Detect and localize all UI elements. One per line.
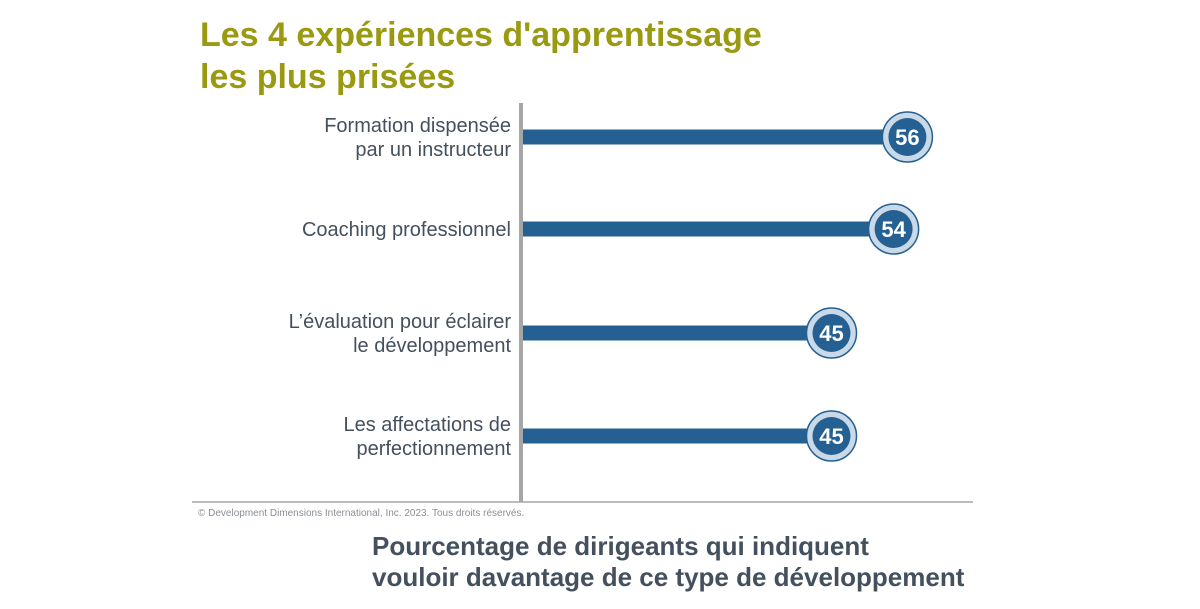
category-label-1-line-1: Formation dispensée — [324, 115, 511, 137]
copyright-notice: © Development Dimensions International, … — [198, 508, 525, 519]
category-label-1-line-2: par un instructeur — [355, 139, 511, 161]
category-label-3-line-2: le développement — [353, 335, 511, 357]
chart-title-line-2: les plus prisées — [200, 58, 456, 96]
value-label-3: 45 — [819, 321, 843, 346]
category-label-4-line-2: perfectionnement — [356, 438, 511, 460]
value-bubble-inner-4 — [812, 417, 851, 455]
value-label-4: 45 — [819, 424, 843, 449]
category-label-3-line-1: L’évaluation pour éclairer — [289, 311, 512, 333]
bar-2 — [521, 221, 894, 237]
category-label-2-line-1: Coaching professionnel — [302, 219, 511, 241]
value-label-1: 56 — [895, 125, 919, 150]
value-bubble-inner-3 — [812, 314, 851, 352]
value-bubble-inner-1 — [888, 118, 927, 156]
x-axis-caption-line-2: vouloir davantage de ce type de développ… — [372, 562, 965, 592]
x-axis-caption-line-1: Pourcentage de dirigeants qui indiquent — [372, 531, 869, 561]
category-label-4-line-1: Les affectations de — [343, 414, 511, 436]
value-label-2: 54 — [881, 217, 906, 242]
x-axis-caption: Pourcentage de dirigeants qui indiquent … — [372, 531, 964, 593]
bar-4 — [521, 428, 832, 444]
chart-title-line-1: Les 4 expériences d'apprentissage — [200, 16, 762, 54]
bar-3 — [521, 325, 832, 341]
value-bubble-inner-2 — [874, 210, 913, 248]
bar-1 — [521, 129, 908, 145]
chart-title: Les 4 expériences d'apprentissage les pl… — [200, 14, 900, 98]
